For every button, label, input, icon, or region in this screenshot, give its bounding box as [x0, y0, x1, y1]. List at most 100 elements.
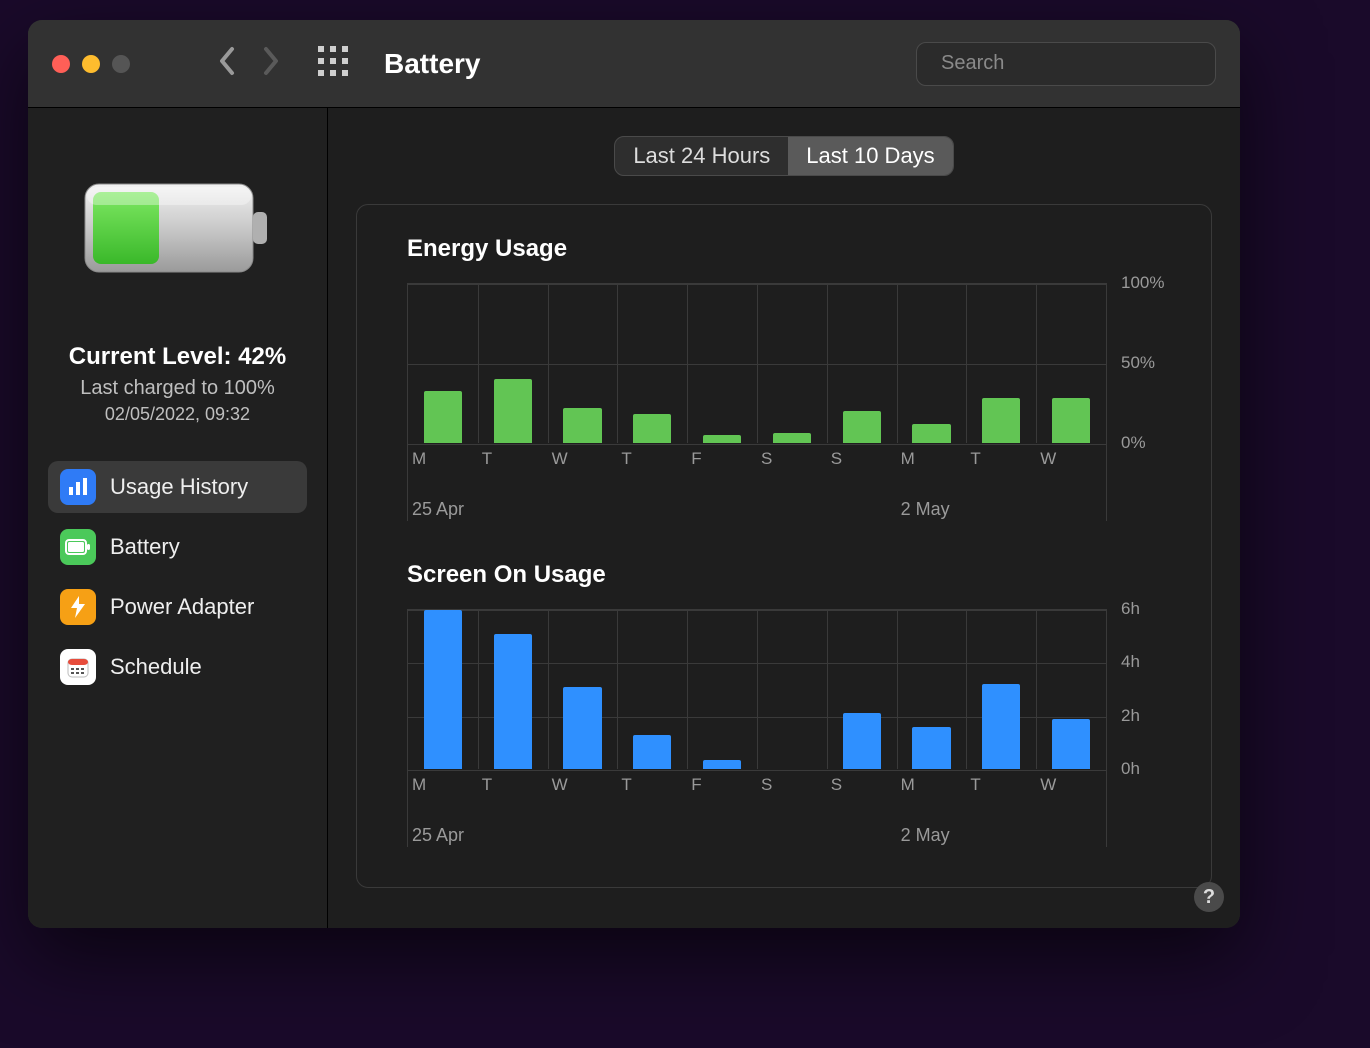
traffic-lights — [52, 55, 130, 73]
chart-bar — [982, 684, 1020, 769]
y-axis-label: 0h — [1121, 759, 1140, 779]
screen-on-section: Screen On Usage MTWTFSSMTW25 Apr2 May 6h… — [407, 561, 1171, 847]
x-axis-sub-label: 25 Apr — [408, 499, 464, 520]
energy-usage-title: Energy Usage — [407, 235, 1171, 263]
calendar-icon — [60, 649, 96, 685]
chart-bar — [773, 433, 811, 443]
chart-bar — [703, 435, 741, 443]
battery-icon — [83, 178, 273, 278]
chart-bar — [424, 610, 462, 769]
x-axis-label: W — [548, 449, 568, 469]
show-all-prefs-button[interactable] — [318, 46, 348, 81]
current-level-label: Current Level: 42% — [69, 343, 286, 371]
segment-last24[interactable]: Last 24 Hours — [615, 137, 788, 175]
x-axis-label: M — [897, 775, 915, 795]
y-axis-label: 6h — [1121, 599, 1140, 619]
x-axis-sub-label: 2 May — [897, 499, 950, 520]
battery-graphic — [83, 178, 273, 283]
sidebar-item-usage-history[interactable]: Usage History — [48, 461, 307, 513]
sidebar-item-label: Power Adapter — [110, 594, 254, 620]
energy-usage-chart: M T W T F S S M T W 25 Apr 2 May — [407, 283, 1107, 521]
sidebar: Current Level: 42% Last charged to 100% … — [28, 108, 328, 928]
y-axis-label: 0% — [1121, 433, 1146, 453]
help-button[interactable]: ? — [1194, 882, 1224, 912]
x-axis-label: T — [966, 449, 980, 469]
x-axis-label: W — [1036, 775, 1056, 795]
x-axis-label: M — [408, 775, 426, 795]
y-axis-label: 2h — [1121, 706, 1140, 726]
search-field[interactable] — [916, 42, 1216, 86]
y-axis-label: 50% — [1121, 353, 1155, 373]
sidebar-item-schedule[interactable]: Schedule — [48, 641, 307, 693]
chart-bar — [563, 687, 601, 769]
question-mark-icon: ? — [1203, 886, 1215, 909]
x-axis-label: S — [827, 775, 842, 795]
screen-on-chart: MTWTFSSMTW25 Apr2 May — [407, 609, 1107, 847]
window-body: Current Level: 42% Last charged to 100% … — [28, 108, 1240, 928]
window-zoom-button[interactable] — [112, 55, 130, 73]
sidebar-item-battery[interactable]: Battery — [48, 521, 307, 573]
screen-on-title: Screen On Usage — [407, 561, 1171, 589]
chart-bar — [424, 391, 462, 443]
x-axis-label: W — [1036, 449, 1056, 469]
chart-bar — [912, 424, 950, 443]
battery-icon — [60, 529, 96, 565]
x-axis-label: T — [617, 449, 631, 469]
x-axis-sub-label: 2 May — [897, 825, 950, 846]
bars-icon — [60, 469, 96, 505]
x-axis-label: F — [687, 449, 701, 469]
x-axis-label: M — [408, 449, 426, 469]
x-axis-label: T — [617, 775, 631, 795]
x-axis-label: S — [757, 775, 772, 795]
charts-card: Energy Usage MTWTFSSMTW25 Apr2 May 100%5… — [356, 204, 1212, 888]
x-axis-label: W — [548, 775, 568, 795]
titlebar: Battery — [28, 20, 1240, 108]
segment-last10[interactable]: Last 10 Days — [788, 137, 952, 175]
sidebar-list: Usage History Battery Power Adapter Schedul… — [48, 461, 307, 693]
window-title: Battery — [384, 48, 480, 80]
chart-bar — [563, 408, 601, 443]
search-input[interactable] — [941, 52, 1206, 75]
chart-gridline — [408, 444, 1106, 445]
chart-bar — [1052, 398, 1090, 443]
last-charged-date: 02/05/2022, 09:32 — [105, 404, 250, 425]
chart-bar — [494, 379, 532, 443]
bolt-icon — [60, 589, 96, 625]
sidebar-item-label: Schedule — [110, 654, 202, 680]
chart-bar — [912, 727, 950, 769]
last-charged-label: Last charged to 100% — [80, 377, 275, 400]
grid-icon — [318, 46, 348, 76]
x-axis-label: F — [687, 775, 701, 795]
energy-usage-y-axis: 100%50%0% — [1115, 283, 1171, 443]
x-axis-label: M — [897, 449, 915, 469]
chevron-right-icon — [262, 46, 280, 76]
y-axis-label: 100% — [1121, 273, 1164, 293]
energy-usage-section: Energy Usage MTWTFSSMTW25 Apr2 May 100%5… — [407, 235, 1171, 521]
forward-button[interactable] — [262, 46, 280, 81]
back-button[interactable] — [218, 46, 236, 81]
window-minimize-button[interactable] — [82, 55, 100, 73]
chart-bar — [494, 634, 532, 769]
x-axis-label: S — [757, 449, 772, 469]
x-axis-label: T — [478, 449, 492, 469]
x-axis-label: T — [478, 775, 492, 795]
x-axis-sub-label: 25 Apr — [408, 825, 464, 846]
time-range-segmented-control[interactable]: Last 24 HoursLast 10 Days — [614, 136, 953, 176]
window-close-button[interactable] — [52, 55, 70, 73]
chevron-left-icon — [218, 46, 236, 76]
sidebar-item-label: Battery — [110, 534, 180, 560]
chart-gridline — [408, 770, 1106, 771]
x-axis-label: S — [827, 449, 842, 469]
chart-bar — [633, 735, 671, 769]
y-axis-label: 4h — [1121, 652, 1140, 672]
sidebar-item-power-adapter[interactable]: Power Adapter — [48, 581, 307, 633]
chart-bar — [982, 398, 1020, 443]
chart-bar — [633, 414, 671, 443]
chart-bar — [843, 411, 881, 443]
battery-prefs-window: Battery — [28, 20, 1240, 928]
nav-buttons — [218, 46, 280, 81]
chart-bar — [1052, 719, 1090, 769]
main-content: Last 24 HoursLast 10 Days Energy Usage M… — [328, 108, 1240, 928]
chart-bar — [703, 760, 741, 769]
sidebar-item-label: Usage History — [110, 474, 248, 500]
